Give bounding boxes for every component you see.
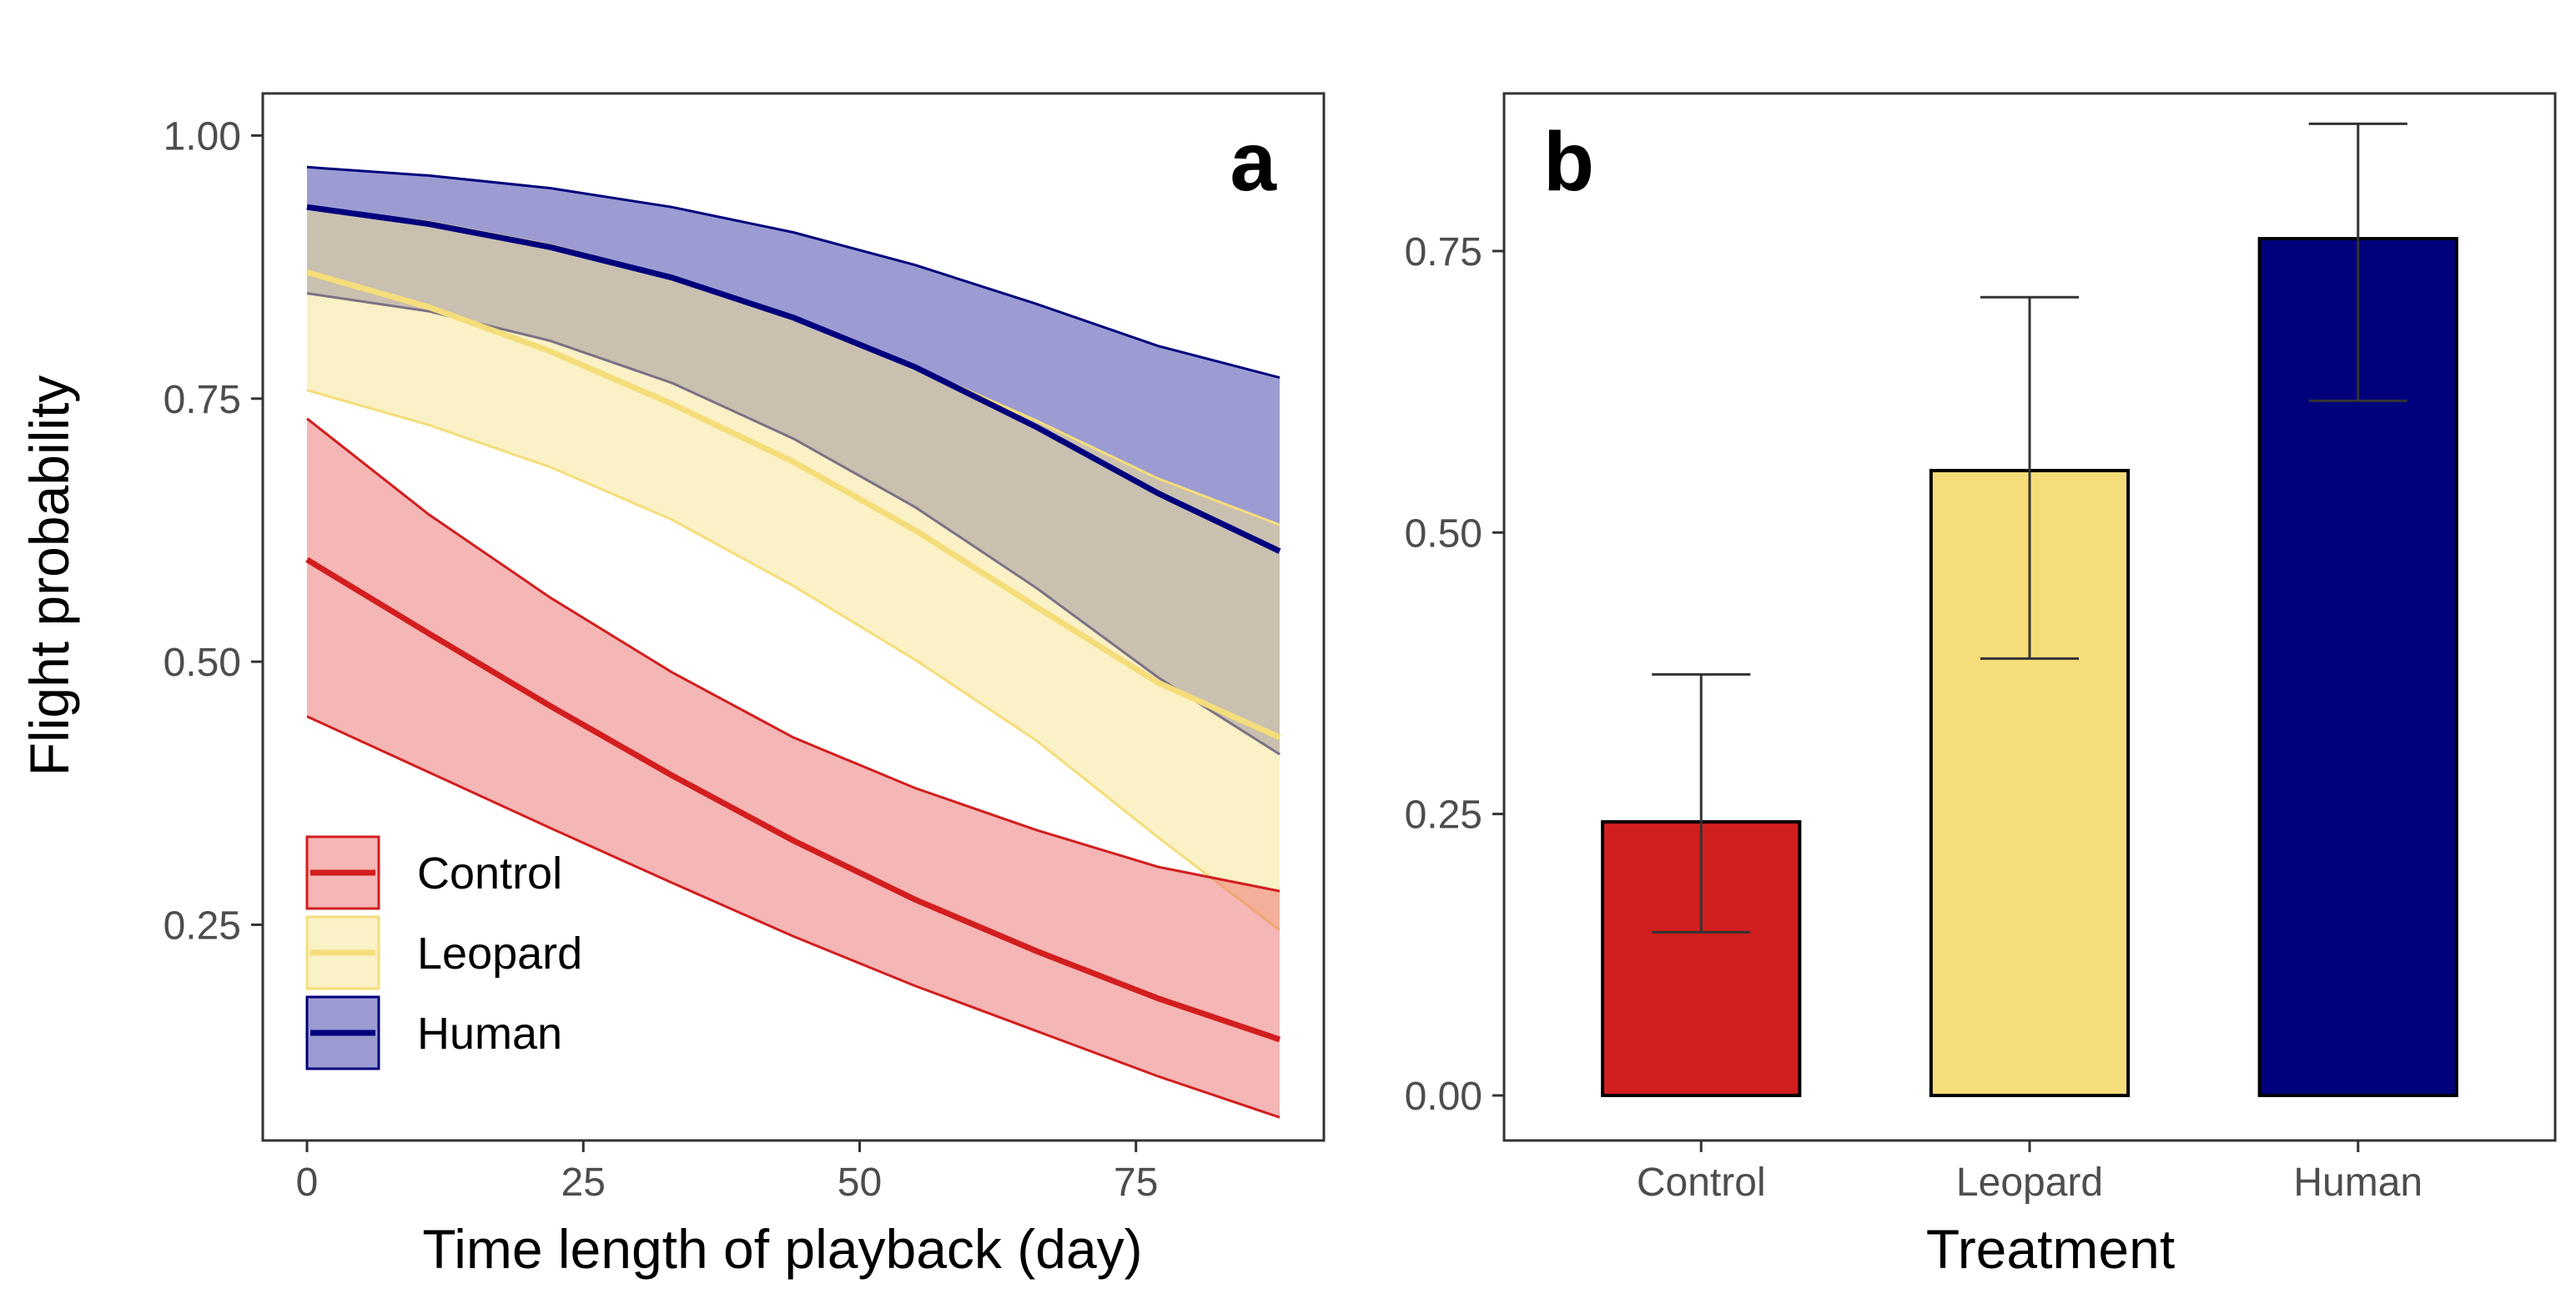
control-lower-bound bbox=[306, 715, 1280, 1119]
human-upper-bound bbox=[306, 165, 1280, 380]
y-tick-label: 0.25 bbox=[164, 904, 241, 948]
y-tick-label: 0.00 bbox=[1405, 1075, 1482, 1119]
panel-a-y-axis-title: Flight probability bbox=[18, 375, 80, 777]
y-tick-label: 0.50 bbox=[1405, 511, 1482, 556]
error-bars bbox=[1652, 122, 2407, 934]
x-tick-label-human: Human bbox=[2293, 1161, 2423, 1205]
x-tick-label: 0 bbox=[296, 1161, 319, 1205]
legend: Control Leopard Human bbox=[305, 835, 582, 1070]
y-tick-label: 1.00 bbox=[164, 114, 241, 159]
panel-b-x-ticks: Control Leopard Human bbox=[1637, 1140, 2423, 1205]
panel-a-x-axis-title: Time length of playback (day) bbox=[422, 1218, 1142, 1280]
x-tick-label-leopard: Leopard bbox=[1956, 1161, 2103, 1205]
y-tick-label: 0.25 bbox=[1405, 793, 1482, 838]
x-tick-label: 75 bbox=[1114, 1161, 1158, 1205]
fitted-lines bbox=[305, 204, 1281, 1043]
panel-b-y-ticks: 0.00 0.25 0.50 0.75 bbox=[1405, 230, 1504, 1119]
leopard-lower-bound bbox=[306, 389, 1280, 931]
panel-b-tag: b bbox=[1543, 115, 1594, 209]
legend-label-leopard: Leopard bbox=[417, 929, 582, 979]
confidence-bands bbox=[306, 165, 1280, 1119]
control-ci-band bbox=[307, 418, 1280, 1118]
panel-a-x-ticks: 0 25 50 75 bbox=[296, 1140, 1158, 1205]
leopard-fit-line bbox=[306, 269, 1281, 741]
x-tick-label: 25 bbox=[561, 1161, 606, 1205]
y-tick-label: 0.75 bbox=[1405, 230, 1482, 274]
panel-b-x-axis-title: Treatment bbox=[1926, 1218, 2175, 1280]
legend-label-control: Control bbox=[417, 848, 562, 899]
bars bbox=[1601, 237, 2458, 1098]
panel-a-y-ticks: 0.25 0.50 0.75 1.00 bbox=[164, 114, 263, 948]
panel-a: 0 25 50 75 0.25 0.50 0.75 1.00 a Time length o… bbox=[18, 92, 1326, 1280]
x-tick-label: 50 bbox=[838, 1161, 882, 1205]
leopard-ci-band bbox=[307, 207, 1280, 930]
control-upper-bound bbox=[306, 417, 1280, 893]
panel-a-frame bbox=[261, 92, 1326, 1142]
x-tick-label-control: Control bbox=[1637, 1161, 1766, 1205]
human-fit-line bbox=[306, 204, 1281, 554]
panel-a-tag: a bbox=[1230, 115, 1277, 209]
control-fit-line bbox=[305, 556, 1281, 1043]
y-tick-label: 0.75 bbox=[164, 378, 241, 422]
panel-b: Control Leopard Human 0.00 0.25 0.50 0.75 b T… bbox=[1405, 92, 2557, 1280]
legend-label-human: Human bbox=[417, 1009, 562, 1059]
y-tick-label: 0.50 bbox=[164, 641, 241, 685]
